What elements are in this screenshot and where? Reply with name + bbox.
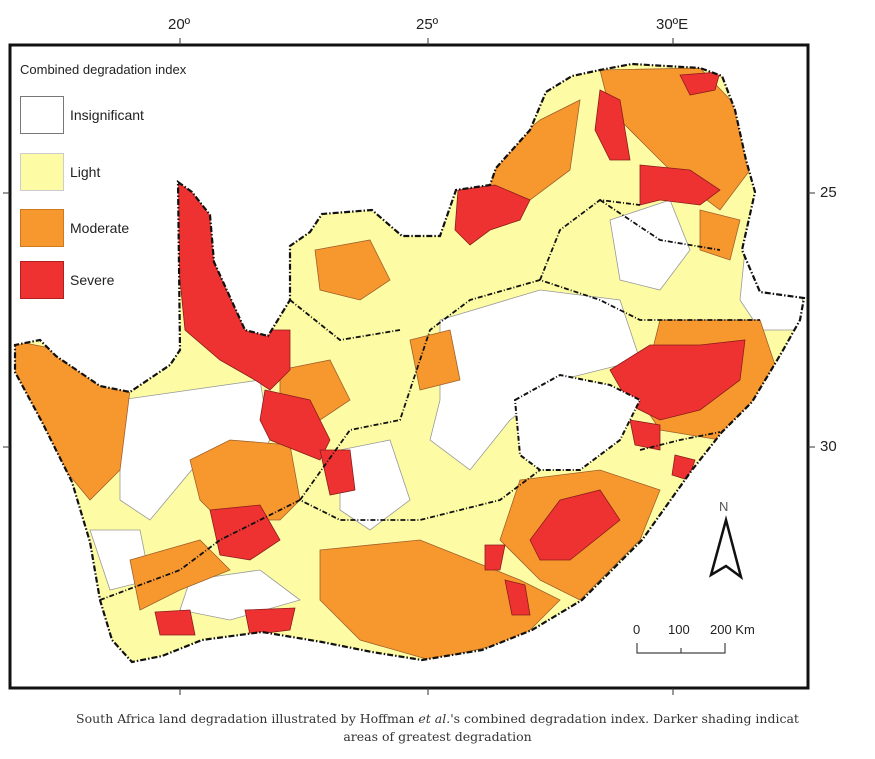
region-moderate: [129, 539, 231, 611]
region-severe: [154, 609, 196, 636]
region-severe: [244, 607, 296, 636]
region-insignificant: [339, 439, 411, 531]
lesotho-hole: [513, 373, 642, 471]
region-severe: [319, 449, 356, 496]
legend-label: Severe: [70, 272, 115, 288]
legend-swatch: [20, 209, 64, 247]
tick-label-top: 25º: [416, 16, 439, 33]
legend-item-light: Light: [20, 153, 180, 193]
graticule-ticks: [3, 38, 815, 695]
legend-item-moderate: Moderate: [20, 209, 180, 249]
region-severe: [609, 339, 746, 421]
caption-text: South Africa land degradation illustrate…: [76, 711, 419, 726]
caption-italic: et al.: [418, 711, 451, 726]
region-severe: [529, 489, 621, 561]
region-severe: [454, 184, 531, 246]
legend-label: Light: [70, 164, 101, 180]
legend-item-severe: Severe: [20, 261, 180, 301]
region-moderate: [189, 439, 301, 521]
region-severe: [679, 71, 721, 96]
region-moderate: [314, 239, 391, 301]
scale-label: 200 Km: [710, 622, 755, 637]
region-severe: [629, 419, 661, 451]
tick-label-top: 20º: [168, 16, 191, 33]
caption-line2: areas of greatest degradation: [343, 729, 532, 744]
province-borders: [99, 199, 760, 601]
legend-swatch: [20, 261, 64, 299]
tick-label-right: 25: [820, 184, 837, 201]
caption-text: 's combined degradation index. Darker sh…: [450, 711, 799, 726]
legend-label: Insignificant: [70, 107, 144, 123]
figure-caption: South Africa land degradation illustrate…: [0, 710, 875, 746]
legend-label: Moderate: [70, 220, 130, 236]
north-arrow-icon: [708, 515, 744, 581]
scale-label: 0: [633, 622, 641, 637]
region-severe: [484, 544, 506, 571]
region-moderate: [409, 329, 461, 391]
legend-swatch: [20, 96, 64, 134]
legend-item-insignificant: Insignificant: [20, 96, 180, 136]
scale-label: 100: [668, 622, 690, 637]
tick-label-top: 30ºE: [656, 16, 689, 33]
legend-swatch: [20, 153, 64, 191]
scale-bar: [636, 643, 726, 654]
legend-title: Combined degradation index: [20, 62, 187, 77]
region-severe: [504, 579, 531, 616]
region-moderate: [319, 539, 561, 661]
region-severe: [594, 89, 631, 161]
north-arrow-label: N: [719, 499, 729, 514]
region-severe: [259, 389, 331, 461]
region-insignificant: [609, 199, 691, 291]
tick-label-right: 30: [820, 438, 837, 455]
